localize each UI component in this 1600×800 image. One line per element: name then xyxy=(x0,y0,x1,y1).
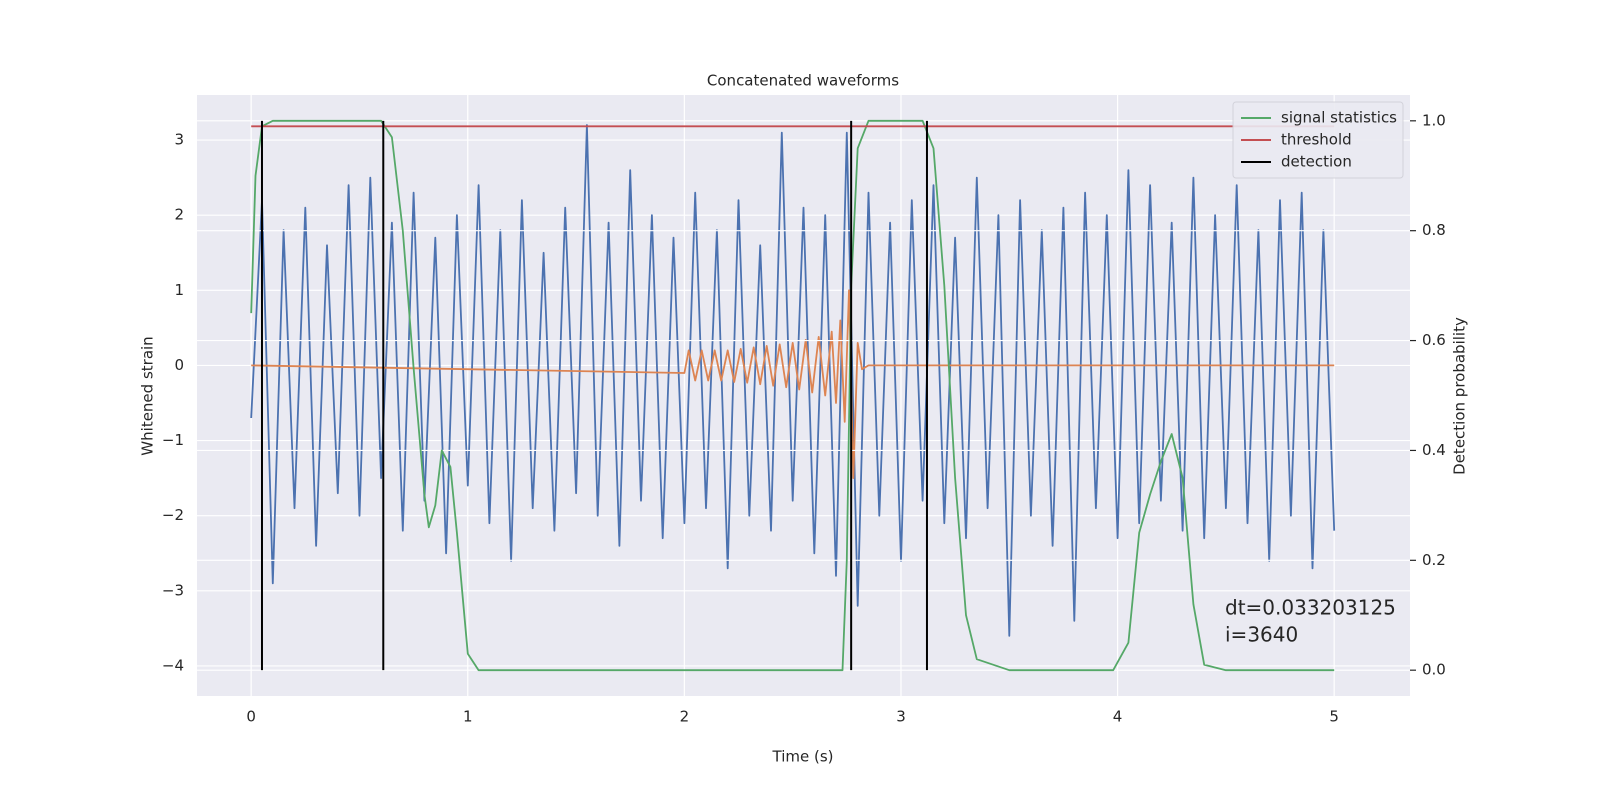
y-tick-label: 1 xyxy=(174,281,184,299)
x-tick-label: 4 xyxy=(1113,708,1123,726)
y-tick-label: 2 xyxy=(174,206,184,224)
y2-tick-label: 0.4 xyxy=(1422,441,1446,459)
series-line xyxy=(250,119,1335,672)
legend-label: signal statistics xyxy=(1281,109,1397,127)
series-line xyxy=(251,289,1335,479)
legend-label: detection xyxy=(1281,153,1352,171)
legend-label: threshold xyxy=(1281,131,1352,149)
annotation: dt=0.033203125 xyxy=(1225,596,1396,620)
y-axis-label: Whitened strain xyxy=(139,336,157,455)
y-tick-label: −1 xyxy=(162,431,184,449)
y-tick-label: 3 xyxy=(174,131,184,149)
y2-tick-label: 0.2 xyxy=(1422,551,1446,569)
x-tick-label: 2 xyxy=(680,708,690,726)
series-line xyxy=(250,124,1336,637)
x-tick-label: 0 xyxy=(246,708,256,726)
chart-title: Concatenated waveforms xyxy=(707,72,899,90)
y-tick-label: −3 xyxy=(162,581,184,599)
x-axis-label: Time (s) xyxy=(772,748,834,766)
legend-box xyxy=(1232,101,1404,179)
x-tick-label: 1 xyxy=(463,708,473,726)
y2-tick-label: 1.0 xyxy=(1422,111,1446,129)
annotation: i=3640 xyxy=(1225,623,1298,647)
y-tick-label: 0 xyxy=(174,356,184,374)
y2-tick-label: 0.8 xyxy=(1422,221,1446,239)
y-tick-label: −4 xyxy=(162,656,184,674)
x-tick-label: 3 xyxy=(896,708,906,726)
y2-tick-label: 0.0 xyxy=(1422,661,1446,679)
y2-axis-label: Detection probability xyxy=(1451,317,1469,475)
y-tick-label: −2 xyxy=(162,506,184,524)
y2-tick-label: 0.6 xyxy=(1422,331,1446,349)
x-tick-label: 5 xyxy=(1329,708,1339,726)
